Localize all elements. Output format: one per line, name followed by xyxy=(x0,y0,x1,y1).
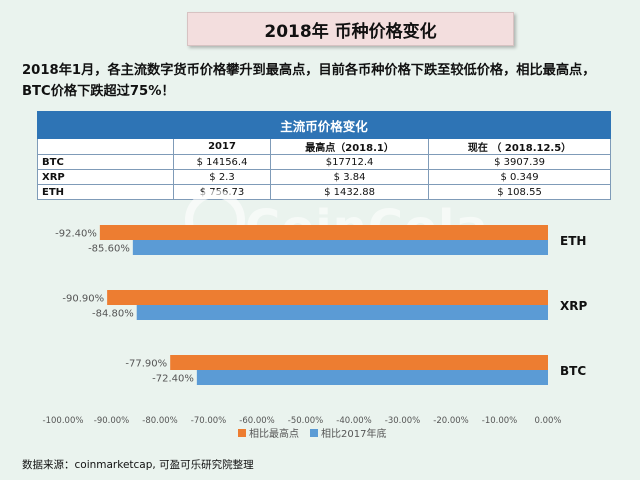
category-label: XRP xyxy=(560,299,587,313)
x-tick-label: -70.00% xyxy=(191,416,226,426)
table-cell: XRP xyxy=(37,169,174,185)
table-cell: $ 108.55 xyxy=(428,184,611,200)
table-header-cell: 2017 xyxy=(172,138,272,155)
x-tick-label: -90.00% xyxy=(94,416,129,426)
data-label: -77.90% xyxy=(125,359,167,370)
x-tick-label: -50.00% xyxy=(288,416,323,426)
table-cell: $ 14156.4 xyxy=(172,154,272,170)
table-header-cell: 现在 （ 2018.12.5） xyxy=(428,138,611,155)
x-tick-label: -80.00% xyxy=(142,416,177,426)
x-tick-label: -40.00% xyxy=(336,416,371,426)
table-cell: $ 1432.88 xyxy=(270,184,430,200)
table-cell: $ 0.349 xyxy=(428,169,611,185)
intro-text: 2018年1月，各主流数字货币价格攀升到最高点，目前各币种价格下跌至较低价格，相… xyxy=(22,63,596,99)
category-label: BTC xyxy=(560,364,586,378)
table-cell: $ 2.3 xyxy=(172,169,272,185)
x-tick-label: 0.00% xyxy=(534,416,561,426)
table-cell: BTC xyxy=(37,154,174,170)
bar xyxy=(136,305,548,320)
x-tick-label: -20.00% xyxy=(433,416,468,426)
legend-swatch xyxy=(238,429,246,437)
data-label: -85.60% xyxy=(88,244,130,255)
x-tick-label: -10.00% xyxy=(482,416,517,426)
table-header-row: 2017 最高点（2018.1） 现在 （ 2018.12.5） xyxy=(37,138,611,155)
x-tick-label: -30.00% xyxy=(385,416,420,426)
source-note: 数据来源：coinmarketcap, 可盈可乐研究院整理 xyxy=(22,459,254,471)
bar xyxy=(107,290,548,305)
data-label: -72.40% xyxy=(152,374,194,385)
table-cell: $ 3.84 xyxy=(270,169,430,185)
legend-label: 相比2017年底 xyxy=(321,427,386,440)
bar xyxy=(132,240,548,255)
bar-chart: -92.40% -85.60% ETH -90.90% -84.80% XRP -77.90… xyxy=(43,225,587,440)
table-cell: $17712.4 xyxy=(270,154,430,170)
data-label: -90.90% xyxy=(62,294,104,305)
table-header-cell xyxy=(37,138,174,155)
data-label: -84.80% xyxy=(92,309,134,320)
x-tick-label: -60.00% xyxy=(239,416,274,426)
table-row: BTC $ 14156.4 $17712.4 $ 3907.39 xyxy=(37,154,611,170)
bar xyxy=(196,370,549,385)
price-table: 主流币价格变化 2017 最高点（2018.1） 现在 （ 2018.12.5）… xyxy=(37,111,611,200)
table-cell: $ 3907.39 xyxy=(428,154,611,170)
legend-label: 相比最高点 xyxy=(249,427,299,440)
x-tick-label: -100.00% xyxy=(43,416,84,426)
table-row: ETH $ 756.73 $ 1432.88 $ 108.55 xyxy=(37,184,611,200)
table-caption: 主流币价格变化 xyxy=(37,111,611,139)
data-label: -92.40% xyxy=(55,229,97,240)
table-row: XRP $ 2.3 $ 3.84 $ 0.349 xyxy=(37,169,611,185)
page-title: 2018年 币种价格变化 xyxy=(187,12,514,46)
bar xyxy=(170,355,548,370)
bar xyxy=(99,225,549,240)
table-header-cell: 最高点（2018.1） xyxy=(270,138,430,155)
category-label: ETH xyxy=(560,234,586,248)
table-cell: ETH xyxy=(37,184,174,200)
legend-swatch xyxy=(310,429,318,437)
